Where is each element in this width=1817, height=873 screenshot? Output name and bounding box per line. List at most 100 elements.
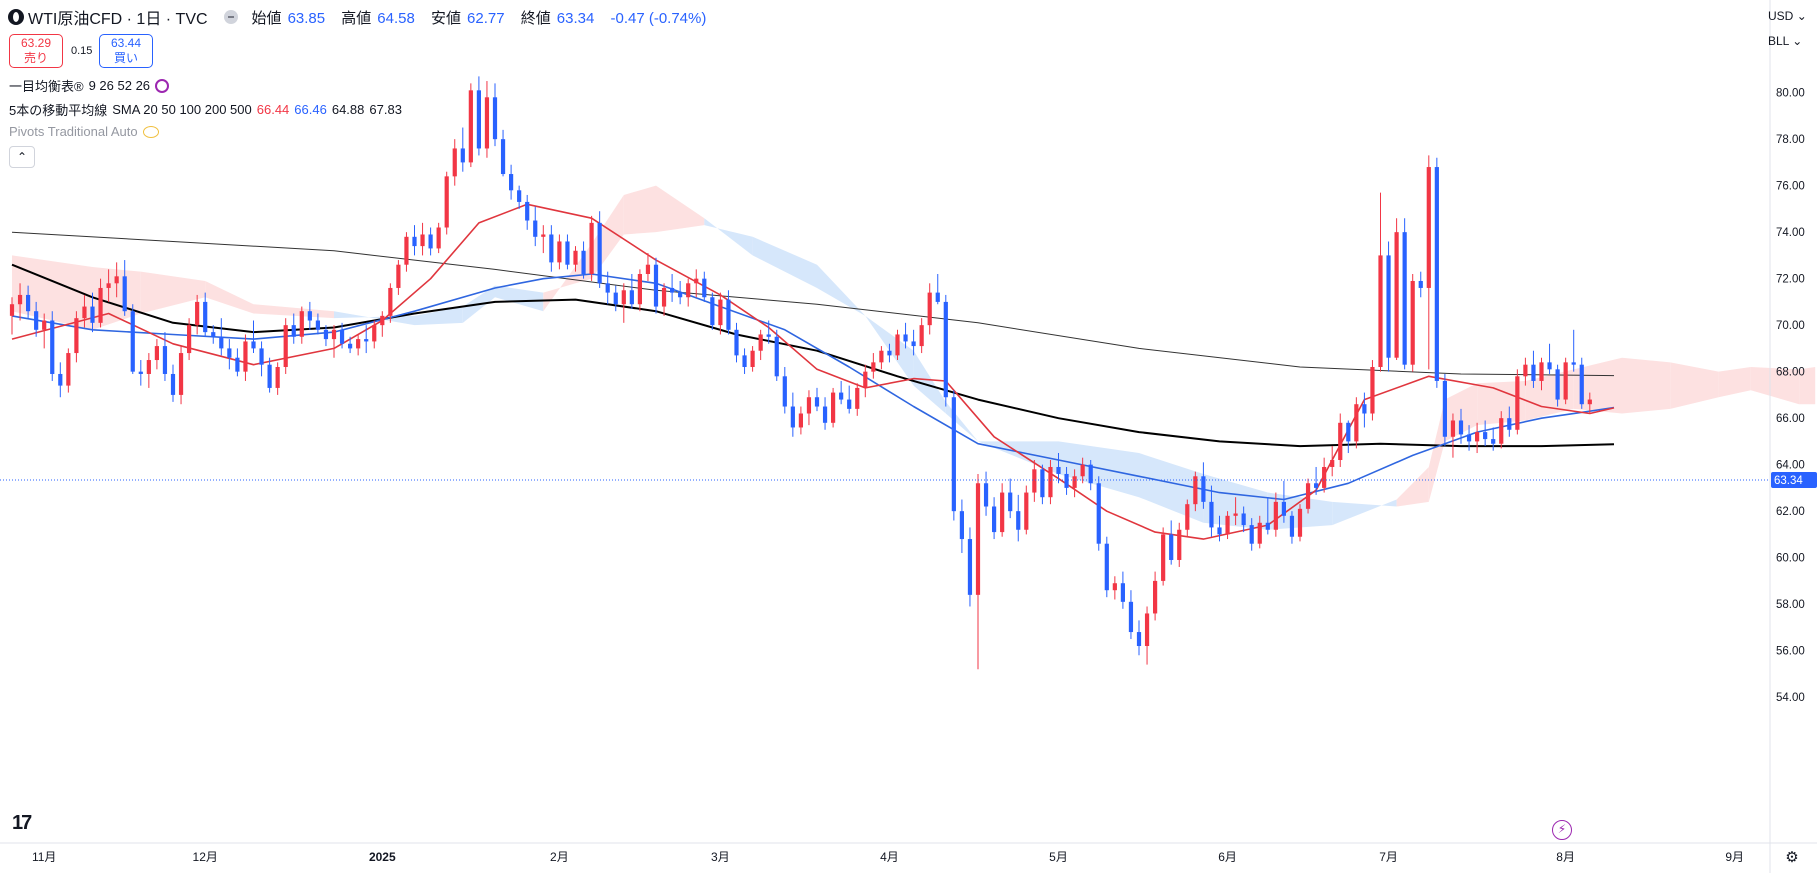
currency-selector[interactable]: USD ⌄ <box>1768 9 1807 23</box>
y-tick-label: 54.00 <box>1776 692 1805 704</box>
candle <box>670 274 675 302</box>
candle <box>525 194 530 230</box>
candle <box>436 222 441 254</box>
candle <box>1273 492 1278 537</box>
last-price-label: 63.34 <box>1774 475 1803 487</box>
candle <box>211 325 216 344</box>
cloud-segment <box>253 304 334 319</box>
cloud-segment <box>1525 369 1574 421</box>
x-tick-label: 8月 <box>1556 850 1575 864</box>
cloud-segment <box>140 271 206 314</box>
candle <box>1386 241 1391 372</box>
last-price-badge <box>1771 472 1817 488</box>
candle <box>1539 357 1544 391</box>
cloud-segment <box>1622 357 1671 414</box>
candle <box>460 127 465 172</box>
cloud-segment <box>1670 362 1719 409</box>
indicator-ichimoku[interactable]: 一目均衡表® 9 26 52 26 <box>9 76 170 95</box>
minimize-icon[interactable] <box>223 10 238 24</box>
candle <box>1434 157 1439 388</box>
cloud-segment <box>945 401 978 442</box>
candle <box>380 311 385 337</box>
candle <box>871 353 876 379</box>
candle <box>364 325 369 354</box>
candle <box>348 336 353 354</box>
cloud-segment <box>1428 399 1445 502</box>
candle <box>1458 408 1464 444</box>
candle <box>500 129 506 177</box>
chevron-down-icon: ⌄ <box>1792 34 1803 48</box>
y-tick-label: 60.00 <box>1776 553 1805 565</box>
low-value: 62.77 <box>467 9 505 27</box>
candle <box>509 164 514 200</box>
candle <box>533 206 538 247</box>
indicator-sma[interactable]: 5本の移動平均線 SMA 20 50 100 200 500 66.44 66.… <box>9 100 402 119</box>
candle <box>879 346 884 370</box>
candle <box>1064 466 1069 495</box>
candle <box>1225 511 1230 540</box>
candle <box>855 383 860 416</box>
x-tick-label: 4月 <box>880 850 899 864</box>
candle <box>1112 576 1117 600</box>
x-tick-label: 11月 <box>32 850 56 864</box>
candle <box>1418 271 1423 298</box>
candle <box>323 325 329 347</box>
tradingview-logo[interactable]: 17 <box>12 812 32 834</box>
sell-button[interactable]: 63.29 売り <box>9 34 63 68</box>
cloud-segment <box>913 350 946 414</box>
y-tick-label: 72.00 <box>1776 274 1805 286</box>
candle <box>605 271 610 305</box>
candle <box>718 292 723 335</box>
lightning-icon[interactable]: ⚡ <box>1552 820 1572 840</box>
trade-panel: 63.29 売り 0.15 63.44 買い <box>9 34 153 68</box>
symbol-title[interactable]: WTI原油CFD · 1日 · TVC <box>8 5 208 29</box>
candle <box>484 81 490 158</box>
candle <box>557 234 562 270</box>
candle <box>1088 460 1093 491</box>
cloud-segment <box>1058 441 1139 498</box>
candle <box>356 334 361 356</box>
candle <box>9 297 15 335</box>
collapse-legend-button[interactable]: ⌃ <box>9 146 35 168</box>
hidden-eye-icon[interactable] <box>142 125 159 138</box>
open-value: 63.85 <box>287 9 326 27</box>
candle <box>1346 420 1351 454</box>
cloud-segment <box>1573 357 1622 414</box>
candle <box>267 357 272 393</box>
gear-icon[interactable]: ⚙ <box>1785 849 1799 866</box>
candle <box>1217 515 1222 542</box>
pivots-label: Pivots Traditional Auto <box>9 124 138 139</box>
sma-params: SMA 20 50 100 200 500 <box>112 102 252 117</box>
symbol-label: WTI原油CFD · 1日 · TVC <box>28 11 208 28</box>
x-tick-label: 2025 <box>369 850 396 864</box>
candle <box>895 329 900 361</box>
candle <box>339 322 345 349</box>
candle <box>307 301 312 330</box>
buy-button[interactable]: 63.44 買い <box>99 34 153 68</box>
candle <box>1185 499 1190 537</box>
candle <box>468 83 473 168</box>
refresh-icon[interactable] <box>155 78 170 93</box>
candle <box>1257 515 1262 549</box>
y-tick-label: 70.00 <box>1776 320 1805 332</box>
candle <box>1000 483 1005 537</box>
candle <box>1201 462 1206 509</box>
candle <box>444 171 449 235</box>
candle <box>1475 422 1480 454</box>
unit-selector[interactable]: BLL ⌄ <box>1768 34 1802 48</box>
candle <box>195 294 200 335</box>
candle <box>1008 478 1013 519</box>
candle <box>219 318 224 356</box>
sma-label: 5本の移動平均線 <box>9 103 108 118</box>
candle <box>597 211 602 288</box>
candle <box>187 318 192 361</box>
candle <box>983 471 989 516</box>
candle <box>1370 360 1375 421</box>
indicator-pivots[interactable]: Pivots Traditional Auto <box>9 124 159 139</box>
candle <box>1177 522 1182 567</box>
candles <box>9 76 1592 670</box>
sma100-line <box>11 263 1615 448</box>
candle <box>943 294 948 407</box>
candle <box>1466 425 1472 451</box>
